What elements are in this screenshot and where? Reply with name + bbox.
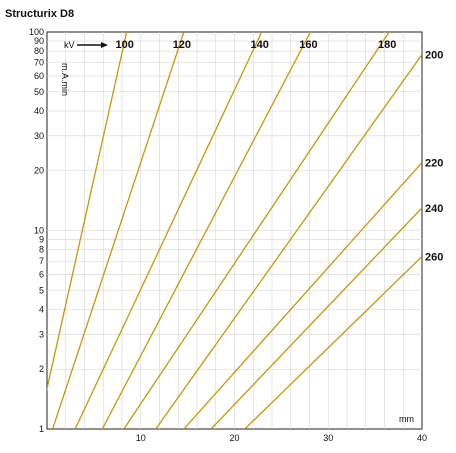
grid	[47, 32, 422, 429]
y-tick-label: 70	[34, 58, 44, 68]
y-tick-label: 100	[29, 27, 44, 37]
y-tick-label: 3	[39, 329, 44, 339]
y-tick-label: 4	[39, 304, 44, 314]
y-tick-label: 9	[39, 235, 44, 245]
series-header: kV	[64, 40, 75, 50]
y-axis-label: m.A.min	[60, 63, 70, 96]
series-line-100	[47, 32, 128, 392]
x-tick-label: 30	[323, 433, 333, 443]
y-tick-label: 20	[34, 166, 44, 176]
y-tick-label: 1	[39, 424, 44, 434]
series-line-260	[244, 255, 422, 429]
x-tick-label: 10	[136, 433, 146, 443]
y-tick-label: 5	[39, 285, 44, 295]
series-label-260: 260	[425, 251, 443, 263]
y-tick-label: 50	[34, 87, 44, 97]
series-line-160	[101, 32, 312, 429]
chart-title: Structurix D8	[5, 8, 75, 20]
series-line-140	[74, 32, 263, 429]
series-label-100: 100	[116, 39, 134, 51]
x-tick-label: 20	[229, 433, 239, 443]
series-line-180	[123, 32, 390, 429]
series-line-200	[155, 54, 422, 429]
y-tick-label: 80	[34, 46, 44, 56]
series-header-arrow	[77, 42, 108, 48]
x-tick-labels: 10 20 30 40	[136, 433, 427, 443]
y-tick-label: 10	[34, 226, 44, 236]
series-label-160: 160	[299, 39, 317, 51]
series-label-120: 120	[173, 39, 191, 51]
x-tick-label: 40	[417, 433, 427, 443]
y-tick-label: 90	[34, 36, 44, 46]
series-label-220: 220	[425, 158, 443, 170]
y-tick-label: 30	[34, 131, 44, 141]
series-line-120	[52, 32, 185, 429]
y-tick-label: 7	[39, 256, 44, 266]
y-tick-label: 40	[34, 106, 44, 116]
series-labels: 100 120 140 160 180 200 220 240 260	[116, 39, 444, 263]
series-label-200: 200	[425, 50, 443, 62]
y-tick-label: 6	[39, 270, 44, 280]
y-tick-label: 8	[39, 245, 44, 255]
x-axis-label: mm	[399, 414, 414, 424]
series-lines	[47, 32, 422, 429]
series-line-240	[210, 207, 422, 429]
series-label-180: 180	[378, 39, 396, 51]
series-line-220	[183, 162, 422, 429]
series-label-240: 240	[425, 203, 443, 215]
y-tick-label: 2	[39, 364, 44, 374]
y-tick-label: 60	[34, 71, 44, 81]
series-label-140: 140	[251, 39, 269, 51]
